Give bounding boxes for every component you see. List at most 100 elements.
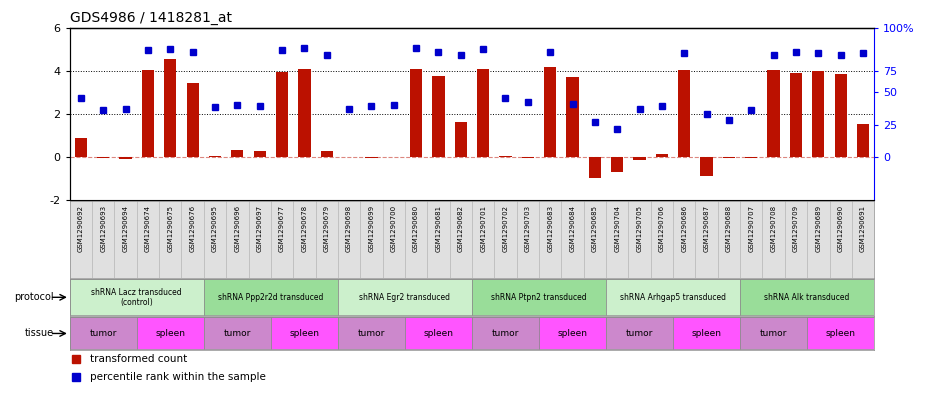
Bar — [834, 74, 847, 157]
Bar — [472, 279, 606, 315]
Text: GSM1290678: GSM1290678 — [301, 205, 308, 252]
Text: tissue: tissue — [24, 329, 54, 338]
Bar — [137, 318, 204, 349]
Bar — [232, 150, 244, 157]
Text: GSM1290707: GSM1290707 — [749, 205, 754, 252]
Bar — [673, 318, 740, 349]
Bar — [472, 318, 539, 349]
Text: GSM1290685: GSM1290685 — [591, 205, 598, 252]
Text: GSM1290700: GSM1290700 — [391, 205, 397, 252]
Text: GSM1290689: GSM1290689 — [816, 205, 821, 252]
Text: tumor: tumor — [492, 329, 519, 338]
Text: GSM1290702: GSM1290702 — [502, 205, 509, 252]
Bar — [455, 121, 467, 157]
Bar — [857, 124, 870, 157]
Text: GSM1290675: GSM1290675 — [167, 205, 173, 252]
Text: shRNA Arhgap5 transduced: shRNA Arhgap5 transduced — [620, 293, 726, 302]
Bar — [812, 71, 825, 157]
Bar — [204, 318, 271, 349]
Text: GSM1290677: GSM1290677 — [279, 205, 285, 252]
Bar — [187, 83, 199, 157]
Bar — [566, 77, 578, 157]
Text: GSM1290698: GSM1290698 — [346, 205, 352, 252]
Bar — [499, 156, 512, 157]
Bar — [338, 318, 405, 349]
Bar — [606, 279, 740, 315]
Bar — [589, 157, 601, 178]
Text: GSM1290699: GSM1290699 — [368, 205, 375, 252]
Text: GSM1290676: GSM1290676 — [190, 205, 195, 252]
Text: shRNA Alk transduced: shRNA Alk transduced — [764, 293, 850, 302]
Text: GSM1290682: GSM1290682 — [458, 205, 464, 252]
Text: spleen: spleen — [826, 329, 856, 338]
Bar — [365, 157, 378, 158]
Bar — [790, 73, 803, 157]
Text: GSM1290705: GSM1290705 — [636, 205, 643, 252]
Text: shRNA Egr2 transduced: shRNA Egr2 transduced — [359, 293, 450, 302]
Bar — [70, 279, 204, 315]
Text: spleen: spleen — [155, 329, 185, 338]
Bar — [204, 279, 338, 315]
Text: shRNA Ppp2r2d transduced: shRNA Ppp2r2d transduced — [219, 293, 324, 302]
Text: protocol: protocol — [14, 292, 54, 302]
Text: percentile rank within the sample: percentile rank within the sample — [90, 372, 266, 382]
Text: GSM1290683: GSM1290683 — [547, 205, 553, 252]
Text: GSM1290695: GSM1290695 — [212, 205, 218, 252]
Text: GSM1290703: GSM1290703 — [525, 205, 531, 252]
Bar — [723, 157, 735, 158]
Text: GSM1290680: GSM1290680 — [413, 205, 419, 252]
Bar — [633, 157, 645, 160]
Text: GSM1290693: GSM1290693 — [100, 205, 106, 252]
Bar — [74, 138, 87, 157]
Text: GSM1290688: GSM1290688 — [726, 205, 732, 252]
Bar — [606, 318, 673, 349]
Text: GSM1290701: GSM1290701 — [480, 205, 486, 252]
Bar — [299, 69, 311, 157]
Bar — [745, 157, 757, 158]
Bar — [209, 156, 221, 157]
Bar — [767, 70, 779, 157]
Bar — [477, 69, 489, 157]
Text: GSM1290697: GSM1290697 — [257, 205, 262, 252]
Bar — [321, 151, 333, 157]
Text: GSM1290679: GSM1290679 — [324, 205, 330, 252]
Text: spleen: spleen — [289, 329, 319, 338]
Bar — [70, 318, 137, 349]
Bar — [410, 69, 422, 157]
Text: GSM1290690: GSM1290690 — [838, 205, 844, 252]
Bar — [700, 157, 712, 176]
Text: tumor: tumor — [626, 329, 653, 338]
Bar — [271, 318, 338, 349]
Bar — [740, 279, 874, 315]
Bar — [276, 72, 288, 157]
Text: GSM1290687: GSM1290687 — [704, 205, 710, 252]
Bar — [522, 157, 534, 158]
Text: GSM1290709: GSM1290709 — [793, 205, 799, 252]
Text: tumor: tumor — [89, 329, 117, 338]
Bar — [544, 68, 556, 157]
Text: shRNA Ptpn2 transduced: shRNA Ptpn2 transduced — [491, 293, 587, 302]
Text: GSM1290692: GSM1290692 — [78, 205, 84, 252]
Text: spleen: spleen — [692, 329, 722, 338]
Text: tumor: tumor — [223, 329, 251, 338]
Bar — [97, 157, 110, 158]
Text: spleen: spleen — [557, 329, 588, 338]
Text: GDS4986 / 1418281_at: GDS4986 / 1418281_at — [70, 11, 232, 25]
Bar — [611, 157, 623, 172]
Text: GSM1290696: GSM1290696 — [234, 205, 240, 252]
Bar — [254, 151, 266, 157]
Bar — [807, 318, 874, 349]
Text: GSM1290681: GSM1290681 — [435, 205, 442, 252]
Text: GSM1290684: GSM1290684 — [569, 205, 576, 252]
Bar — [678, 70, 690, 157]
Text: transformed count: transformed count — [90, 354, 187, 364]
Text: GSM1290706: GSM1290706 — [659, 205, 665, 252]
Bar — [165, 59, 177, 157]
Bar — [656, 154, 668, 157]
Text: GSM1290691: GSM1290691 — [860, 205, 866, 252]
Text: shRNA Lacz transduced
(control): shRNA Lacz transduced (control) — [91, 288, 182, 307]
Bar — [141, 70, 154, 157]
Text: GSM1290704: GSM1290704 — [614, 205, 620, 252]
Bar — [405, 318, 472, 349]
Bar — [119, 157, 132, 160]
